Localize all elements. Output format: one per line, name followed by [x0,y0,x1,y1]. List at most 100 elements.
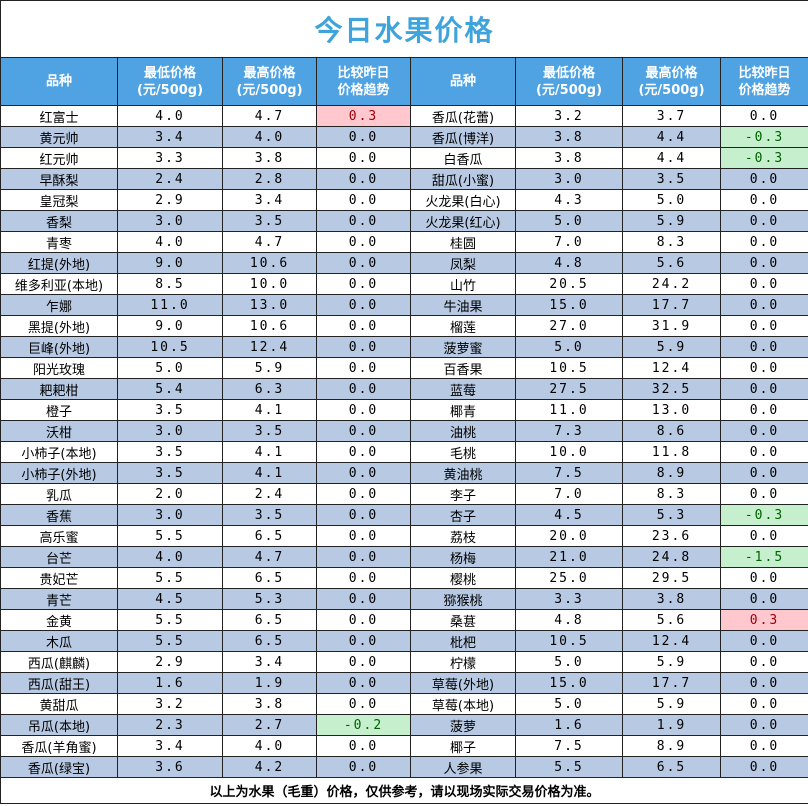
fruit-name: 人参果 [410,756,516,778]
price: 1.6 [515,714,623,736]
header-cell: 最高价格 (元/500g) [622,57,721,106]
price: 3.5 [117,399,223,421]
price: 10.6 [222,252,317,274]
price-change: 0.0 [719,462,808,484]
fruit-name: 红富士 [0,105,118,127]
fruit-name: 木瓜 [0,630,118,652]
price-change: 0.0 [719,735,808,757]
price: 10.5 [515,357,623,379]
price: 3.0 [117,504,223,526]
price: 10.6 [222,315,317,337]
price: 2.7 [222,714,317,736]
data-row: 木瓜 5.5 6.5 0.0 枇杷 10.5 12.4 0.0 [0,630,808,652]
price-change: -0.3 [719,126,808,148]
fruit-name: 百香果 [410,357,516,379]
fruit-name: 红提(外地) [0,252,118,274]
price-change: 0.0 [719,168,808,190]
data-row: 高乐蜜 5.5 6.5 0.0 荔枝 20.0 23.6 0.0 [0,525,808,547]
price: 7.0 [515,231,623,253]
price: 3.8 [515,126,623,148]
fruit-name: 黑提(外地) [0,315,118,337]
data-row: 小柿子(本地) 3.5 4.1 0.0 毛桃 10.0 11.8 0.0 [0,441,808,463]
fruit-name: 桑葚 [410,609,516,631]
fruit-name: 牛油果 [410,294,516,316]
price-change: 0.0 [316,147,411,169]
fruit-name: 甜瓜(小蜜) [410,168,516,190]
price-change: 0.0 [316,315,411,337]
price: 11.8 [622,441,721,463]
price-change: 0.0 [719,714,808,736]
price-change: 0.0 [719,693,808,715]
price: 13.0 [222,294,317,316]
price-change: 0.0 [316,483,411,505]
price-change: 0.0 [719,672,808,694]
price: 5.9 [222,357,317,379]
price: 6.5 [222,630,317,652]
price: 5.5 [515,756,623,778]
price-change: 0.0 [316,441,411,463]
fruit-name: 草莓(本地) [410,693,516,715]
price-change: 0.0 [719,189,808,211]
price: 5.0 [117,357,223,379]
price: 3.5 [222,504,317,526]
fruit-name: 枇杷 [410,630,516,652]
price: 3.4 [222,189,317,211]
price: 1.9 [622,714,721,736]
fruit-name: 毛桃 [410,441,516,463]
price: 8.6 [622,420,721,442]
fruit-name: 柠檬 [410,651,516,673]
price: 10.0 [222,273,317,295]
data-row: 金黄 5.5 6.5 0.0 桑葚 4.8 5.6 0.3 [0,609,808,631]
price: 29.5 [622,567,721,589]
price: 3.5 [117,462,223,484]
price: 5.9 [622,693,721,715]
price-change: -1.5 [719,546,808,568]
fruit-name: 蓝莓 [410,378,516,400]
price: 3.6 [117,756,223,778]
price: 2.9 [117,189,223,211]
price: 17.7 [622,672,721,694]
fruit-name: 阳光玫瑰 [0,357,118,379]
price: 6.5 [222,525,317,547]
price: 7.3 [515,420,623,442]
price: 8.3 [622,483,721,505]
price: 4.1 [222,399,317,421]
price-change: 0.0 [316,756,411,778]
price: 2.3 [117,714,223,736]
price: 3.0 [515,168,623,190]
fruit-name: 榴莲 [410,315,516,337]
fruit-name: 沃柑 [0,420,118,442]
data-row: 乍娜 11.0 13.0 0.0 牛油果 15.0 17.7 0.0 [0,294,808,316]
fruit-name: 杏子 [410,504,516,526]
fruit-name: 杨梅 [410,546,516,568]
price-change: 0.0 [316,672,411,694]
price: 4.1 [222,462,317,484]
fruit-name: 黄甜瓜 [0,693,118,715]
price: 3.4 [117,126,223,148]
price-change: 0.0 [719,357,808,379]
fruit-name: 樱桃 [410,567,516,589]
fruit-name: 西瓜(甜王) [0,672,118,694]
fruit-name: 青芒 [0,588,118,610]
price-change: 0.0 [719,336,808,358]
price: 3.8 [222,147,317,169]
price: 4.1 [222,441,317,463]
price-change: 0.0 [719,756,808,778]
price: 3.4 [117,735,223,757]
price-change: 0.0 [316,126,411,148]
price-change: 0.3 [316,105,411,127]
price: 1.6 [117,672,223,694]
price: 17.7 [622,294,721,316]
price: 5.0 [622,189,721,211]
price: 8.9 [622,462,721,484]
header-cell: 比较昨日 价格趋势 [719,57,808,106]
price-change: 0.0 [316,630,411,652]
fruit-name: 黄元帅 [0,126,118,148]
price: 5.6 [622,252,721,274]
fruit-name: 荔枝 [410,525,516,547]
price-change: 0.0 [316,273,411,295]
price-change: 0.0 [316,210,411,232]
fruit-name: 贵妃芒 [0,567,118,589]
price-change: 0.0 [719,588,808,610]
fruit-name: 香瓜(羊角蜜) [0,735,118,757]
